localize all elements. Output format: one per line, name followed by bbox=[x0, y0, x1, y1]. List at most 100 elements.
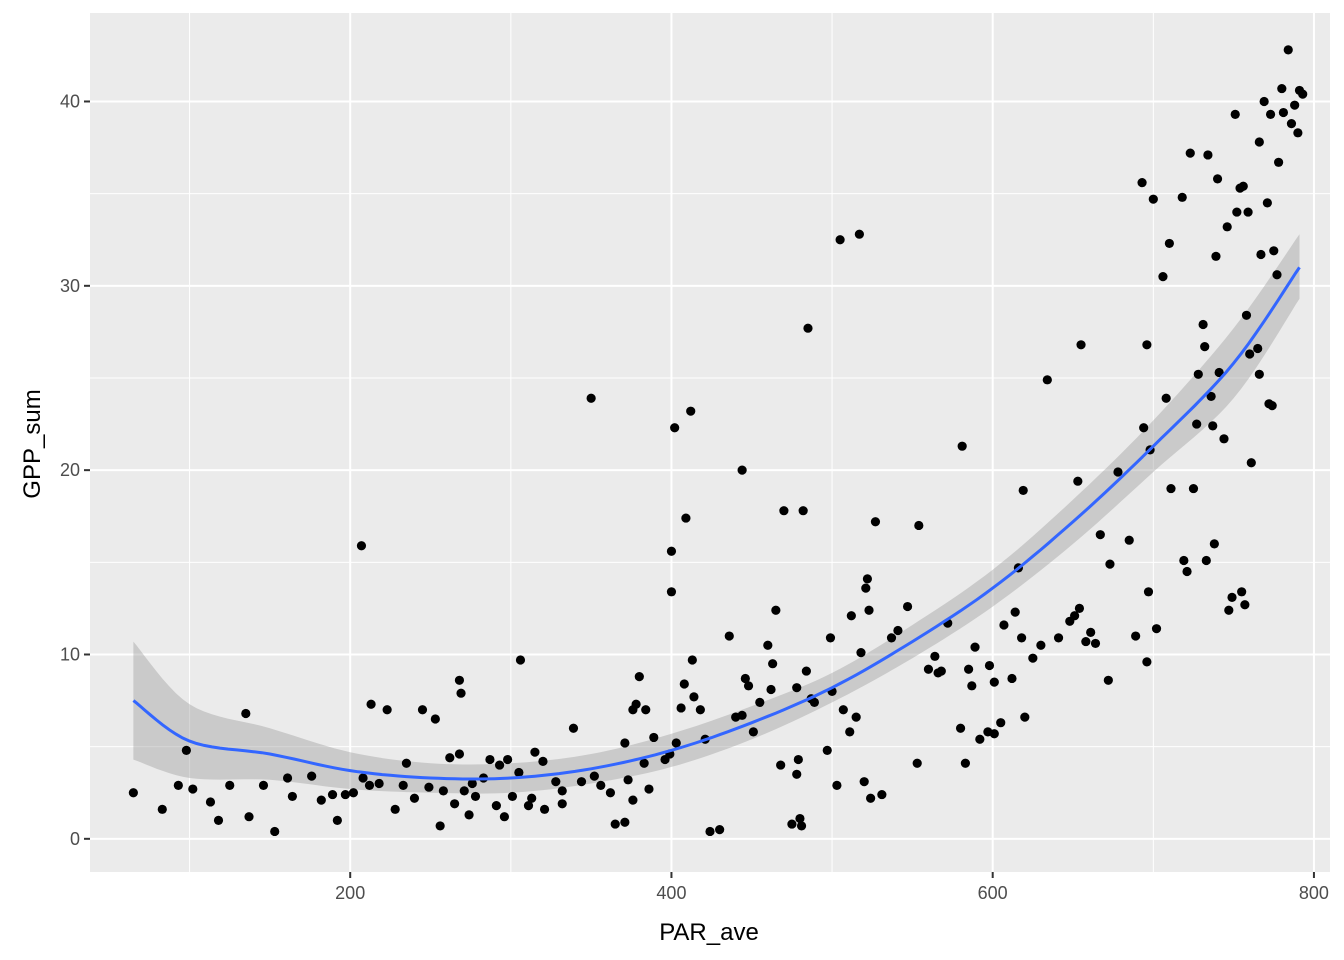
data-point bbox=[999, 620, 1009, 630]
data-point bbox=[866, 793, 876, 803]
data-point bbox=[955, 723, 966, 733]
data-point bbox=[610, 819, 620, 829]
data-point bbox=[1214, 367, 1224, 378]
data-point bbox=[409, 793, 420, 803]
data-point bbox=[1240, 600, 1250, 610]
data-point bbox=[450, 799, 460, 809]
data-point bbox=[634, 672, 644, 682]
data-point bbox=[530, 747, 540, 757]
data-point bbox=[779, 506, 789, 516]
data-point bbox=[358, 773, 368, 783]
data-point bbox=[886, 633, 897, 643]
data-point bbox=[605, 788, 616, 798]
data-point bbox=[1185, 148, 1195, 158]
data-point bbox=[822, 745, 832, 755]
data-point bbox=[1017, 633, 1027, 643]
data-point bbox=[936, 666, 946, 676]
data-point bbox=[1212, 174, 1223, 184]
data-point bbox=[1073, 476, 1083, 486]
data-point bbox=[1232, 207, 1242, 217]
data-point bbox=[1020, 712, 1030, 722]
data-point bbox=[1053, 633, 1064, 643]
data-point bbox=[470, 791, 481, 802]
data-point bbox=[586, 393, 596, 403]
data-point bbox=[835, 235, 845, 245]
data-point bbox=[964, 664, 974, 674]
data-point bbox=[241, 708, 251, 719]
data-point bbox=[557, 799, 567, 809]
data-point bbox=[1203, 150, 1213, 160]
data-point bbox=[862, 574, 873, 584]
confidence-band bbox=[133, 234, 1300, 794]
data-point bbox=[1277, 83, 1287, 94]
data-point bbox=[957, 441, 967, 451]
data-point bbox=[877, 789, 887, 800]
data-point bbox=[1139, 423, 1149, 433]
data-point bbox=[307, 771, 317, 781]
y-tick-label: 10 bbox=[60, 644, 80, 664]
data-point bbox=[803, 323, 813, 333]
data-point bbox=[792, 769, 802, 779]
data-point bbox=[1283, 45, 1293, 55]
data-point bbox=[689, 692, 699, 702]
data-point bbox=[930, 651, 940, 661]
data-point bbox=[1018, 485, 1028, 496]
data-point bbox=[1254, 137, 1264, 147]
data-point bbox=[851, 712, 861, 722]
data-point bbox=[1028, 653, 1038, 663]
data-point bbox=[1007, 673, 1017, 684]
data-point bbox=[1201, 555, 1211, 566]
data-point bbox=[494, 760, 505, 770]
data-point bbox=[923, 664, 934, 674]
data-point bbox=[438, 786, 448, 796]
data-point bbox=[1158, 271, 1168, 282]
data-point bbox=[456, 688, 466, 698]
data-point bbox=[620, 738, 630, 748]
data-point bbox=[1081, 636, 1091, 647]
data-point bbox=[1278, 107, 1289, 118]
data-point bbox=[1222, 222, 1232, 232]
data-point bbox=[628, 795, 638, 805]
data-point bbox=[467, 778, 477, 789]
data-point bbox=[1182, 566, 1192, 577]
x-axis-title: PAR_ave bbox=[659, 919, 759, 946]
data-point bbox=[499, 812, 510, 822]
y-axis: 0 10 20 30 40 bbox=[60, 91, 90, 849]
data-point bbox=[157, 804, 167, 814]
data-point bbox=[1262, 198, 1272, 208]
data-point bbox=[1206, 391, 1216, 402]
data-point bbox=[1124, 535, 1134, 545]
data-point bbox=[454, 675, 465, 685]
data-point bbox=[1164, 238, 1174, 249]
data-point bbox=[641, 705, 651, 715]
data-point bbox=[1227, 592, 1237, 602]
data-point bbox=[1274, 157, 1284, 167]
data-point bbox=[173, 780, 183, 790]
data-point bbox=[870, 517, 881, 527]
data-point bbox=[340, 789, 350, 800]
data-point bbox=[776, 760, 786, 770]
data-point bbox=[649, 732, 659, 743]
data-point bbox=[686, 406, 696, 416]
data-point bbox=[1105, 559, 1115, 569]
data-point bbox=[1036, 640, 1046, 650]
data-point bbox=[401, 758, 412, 768]
data-point bbox=[424, 782, 434, 792]
data-point bbox=[1070, 611, 1080, 621]
data-point bbox=[503, 754, 513, 765]
data-point bbox=[792, 683, 802, 693]
data-point bbox=[1142, 340, 1152, 350]
x-tick-label: 600 bbox=[978, 883, 1008, 903]
data-point bbox=[989, 677, 999, 687]
data-point bbox=[644, 784, 654, 794]
data-point bbox=[390, 804, 400, 814]
data-point bbox=[1238, 181, 1248, 191]
data-point bbox=[771, 605, 781, 615]
grid-minor bbox=[90, 13, 1330, 872]
data-point bbox=[1224, 605, 1234, 615]
data-point bbox=[316, 795, 326, 805]
data-point bbox=[912, 758, 922, 768]
data-point bbox=[1211, 251, 1221, 261]
data-point bbox=[1142, 657, 1152, 667]
data-point bbox=[1074, 603, 1085, 614]
